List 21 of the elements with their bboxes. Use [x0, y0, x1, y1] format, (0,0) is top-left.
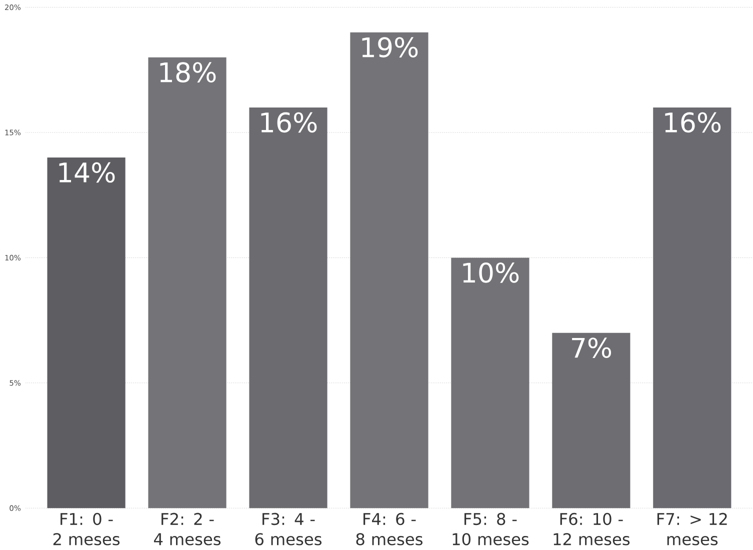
bar [148, 57, 226, 508]
x-tick-label: F4: 6 - 8 meses [356, 512, 422, 546]
data-label: 16% [261, 112, 317, 133]
bar [552, 332, 630, 508]
bar [47, 158, 126, 508]
data-label: 10% [463, 262, 519, 283]
data-label: 19% [362, 37, 418, 58]
bar [451, 258, 530, 508]
x-tick-label: F1: 0 - 2 meses [53, 512, 120, 546]
data-label: 16% [665, 112, 721, 133]
data-label: 7% [572, 338, 612, 358]
x-tick-label: F6: 10 - 12 meses [554, 512, 630, 546]
x-tick-label: F3: 4 - 6 meses [255, 512, 322, 546]
bar [350, 32, 428, 508]
data-label: 14% [59, 162, 115, 183]
data-label: 18% [160, 62, 216, 83]
bar [249, 108, 328, 508]
bar [653, 108, 732, 508]
x-tick-label: F2: 2 - 4 meses [154, 512, 221, 546]
x-tick-label: F7: > 12 meses [657, 512, 727, 546]
x-tick-label: F5: 8 - 10 meses [452, 512, 529, 546]
